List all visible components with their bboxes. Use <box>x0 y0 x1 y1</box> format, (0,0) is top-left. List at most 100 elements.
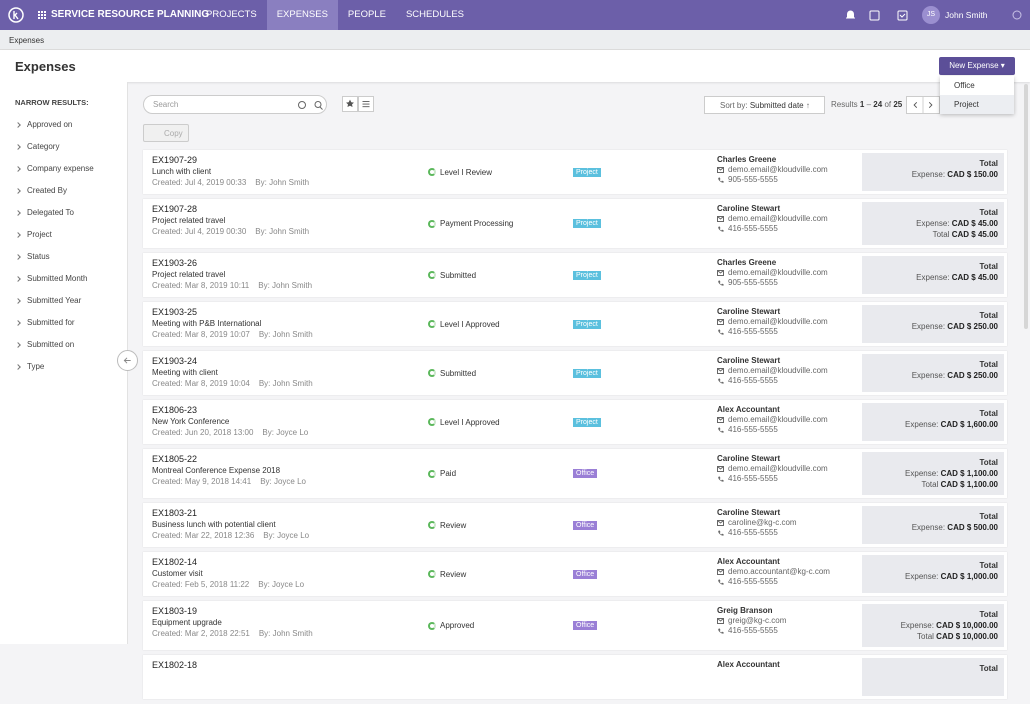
filter[interactable]: Type <box>27 362 45 371</box>
contact: Caroline Stewart demo.email@kloudville.co… <box>717 354 862 392</box>
nav-tab[interactable]: SCHEDULES <box>405 9 465 20</box>
button-label: New Expense <box>949 61 999 70</box>
nav-tab[interactable]: PROJECTS <box>206 9 257 20</box>
filter[interactable]: Status <box>27 252 50 261</box>
menu-item[interactable]: Project <box>940 95 1014 114</box>
status-icon <box>428 418 436 426</box>
phone-icon <box>718 378 724 384</box>
new-expense-button[interactable]: New Expense ▾ <box>939 57 1015 75</box>
expense-info: EX1903-26 Project related travel Created: … <box>152 256 428 294</box>
contact-name: Caroline Stewart <box>717 454 781 463</box>
expense-row[interactable]: EX1907-28 Project related travel Created: … <box>143 199 1007 248</box>
filter[interactable]: Submitted Year <box>27 296 82 305</box>
user-avatar[interactable]: JS <box>922 6 940 24</box>
status: Level I Review <box>440 167 493 177</box>
type-tag: Office <box>573 621 598 630</box>
status-cell <box>428 658 573 696</box>
created-by: By: Joyce Lo <box>258 580 305 589</box>
email: demo.accountant@kg-c.com <box>728 567 830 576</box>
phone-icon <box>718 177 724 183</box>
expense-row[interactable]: EX1805-22 Montreal Conference Expense 201… <box>143 449 1007 498</box>
email-icon <box>717 368 724 374</box>
amount-line: Expense: CAD $ 250.00 <box>868 370 998 381</box>
amount-value: CAD $ 250.00 <box>947 371 998 380</box>
brand[interactable]: SERVICE RESOURCE PLANNING <box>51 9 210 20</box>
list-button[interactable] <box>358 96 374 112</box>
phone: 905-555-5555 <box>728 175 778 184</box>
nav-tab[interactable]: PEOPLE <box>347 9 386 20</box>
amount-title: Total <box>979 360 998 369</box>
sort-control[interactable]: Sort by: Submitted date ↑ <box>704 96 825 114</box>
scrollbar <box>1024 84 1028 329</box>
user-name[interactable]: John Smith <box>945 10 988 20</box>
filter[interactable]: Submitted for <box>27 318 75 327</box>
expense-row[interactable]: EX1802-14 Customer visit Created: Feb 5, 2… <box>143 552 1007 596</box>
expense-title: Customer visit <box>152 569 203 578</box>
expense-meta: Created: Feb 5, 2018 11:22 By: Joyce Lo <box>152 579 428 590</box>
status-icon <box>428 271 436 279</box>
expense-row[interactable]: EX1903-26 Project related travel Created: … <box>143 253 1007 297</box>
filter[interactable]: Approved on <box>27 120 73 129</box>
new-expense-menu: Office Project <box>940 76 1014 114</box>
expense-title: Lunch with client <box>152 167 212 176</box>
created: Created: Mar 8, 2019 10:04 <box>152 379 250 388</box>
expense-meta: Created: Mar 8, 2019 10:04 By: John Smith <box>152 378 428 389</box>
expense-row[interactable]: EX1903-24 Meeting with client Created: Mar… <box>143 351 1007 395</box>
expense-row[interactable]: EX1803-21 Business lunch with potential c… <box>143 503 1007 547</box>
favorites-button[interactable] <box>342 96 358 112</box>
type-tag: Project <box>573 319 601 329</box>
amount-box: Total Expense: CAD $ 150.00 <box>862 153 1004 191</box>
pager[interactable] <box>906 96 940 114</box>
contact-name: Alex Accountant <box>717 405 780 414</box>
filter[interactable]: Submitted Month <box>27 274 88 283</box>
sort-value: Submitted date <box>749 101 804 110</box>
amount-label: Expense: <box>911 523 946 532</box>
status-cell: Level I Approved <box>428 403 573 441</box>
search-icons[interactable] <box>297 100 323 110</box>
created-by: By: Joyce Lo <box>262 428 309 437</box>
tag-cell: Office <box>573 604 717 647</box>
collapse-button[interactable] <box>117 350 138 371</box>
expense-info: EX1806-23 New York Conference Created: Jun… <box>152 403 428 441</box>
status: Approved <box>440 621 475 630</box>
expense-row[interactable]: EX1806-23 New York Conference Created: Jun… <box>143 400 1007 444</box>
amount-label: Expense: <box>911 170 946 179</box>
created-by: By: John Smith <box>255 178 310 187</box>
chevron <box>15 298 21 304</box>
tag-cell: Project <box>573 403 717 441</box>
expense-info: EX1907-29 Lunch with client Created: Jul 4… <box>152 153 428 191</box>
breadcrumb[interactable]: Expenses <box>0 30 1030 50</box>
filter[interactable]: Category <box>27 142 60 151</box>
expense-info: EX1803-21 Business lunch with potential c… <box>152 506 428 544</box>
filter[interactable]: Delegated To <box>27 208 74 217</box>
amount-line: Expense: CAD $ 1,000.00 <box>868 571 998 582</box>
nav-tab[interactable]: EXPENSES <box>266 0 338 30</box>
filter[interactable]: Project <box>27 230 52 239</box>
search-box[interactable]: Search <box>143 95 327 114</box>
help-icon[interactable] <box>1012 10 1022 20</box>
expense-row[interactable]: EX1907-29 Lunch with client Created: Jul 4… <box>143 150 1007 194</box>
chevron <box>15 188 21 194</box>
filter[interactable]: Submitted on <box>27 340 75 349</box>
type-tag: Office <box>573 569 598 579</box>
apps-icon[interactable] <box>38 11 46 19</box>
expense-row[interactable]: EX1903-25 Meeting with P&B International C… <box>143 302 1007 346</box>
page-title: Expenses <box>15 59 76 74</box>
expense-row[interactable]: EX1802-18 Alex Accountant Total <box>143 655 1007 699</box>
status-cell: Level I Review <box>428 153 573 191</box>
amount-value: CAD $ 10,000.00 <box>936 632 998 641</box>
amount-value: CAD $ 45.00 <box>951 273 998 282</box>
status-icon <box>428 219 436 228</box>
phone-icon <box>718 427 724 433</box>
status: Review <box>440 520 467 530</box>
menu-item[interactable]: Office <box>954 81 975 90</box>
copy-button[interactable]: Copy <box>143 124 189 142</box>
contact-name: Alex Accountant <box>717 557 780 566</box>
expense-id: EX1903-24 <box>152 356 198 366</box>
nav-icons[interactable] <box>845 9 935 21</box>
expense-info: EX1802-18 <box>152 658 428 696</box>
filter[interactable]: Created By <box>27 186 68 195</box>
filter[interactable]: Company expense <box>27 164 94 173</box>
expense-row[interactable]: EX1803-19 Equipment upgrade Created: Mar 2… <box>143 601 1007 650</box>
email: demo.email@kloudville.com <box>728 165 828 174</box>
